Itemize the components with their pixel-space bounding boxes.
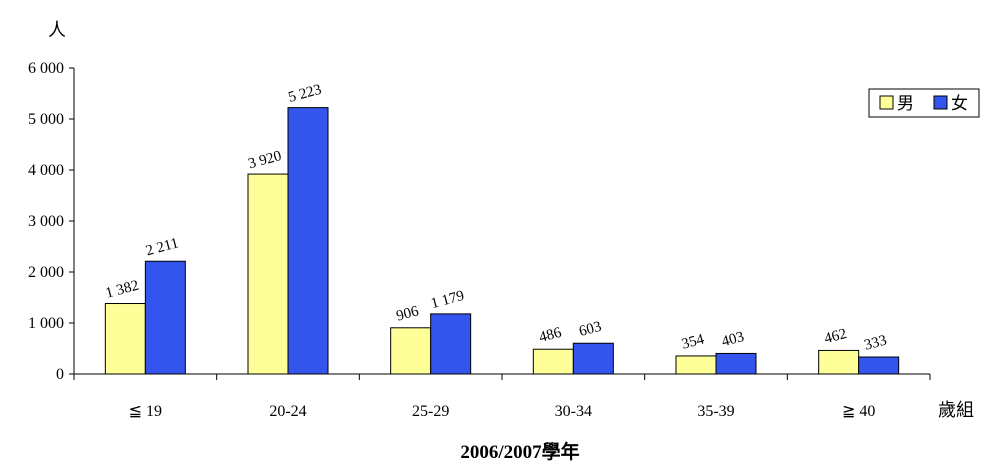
legend-swatch-male (879, 95, 894, 110)
bar-male (675, 355, 717, 375)
data-label: 354 (680, 331, 706, 352)
legend-swatch-female (933, 95, 948, 110)
data-label: 403 (720, 329, 746, 350)
y-tick-label: 5 000 (28, 111, 64, 128)
legend-label-female: 女 (951, 94, 968, 113)
data-label: 462 (823, 326, 849, 347)
x-axis-label: 歲組 (938, 400, 974, 420)
data-label: 486 (537, 325, 563, 346)
data-label: 1 382 (104, 278, 141, 302)
y-tick-label: 0 (56, 366, 64, 383)
data-label: 1 179 (429, 288, 466, 312)
y-axis-unit: 人 (48, 20, 66, 40)
x-tick-label: ≧ 40 (842, 403, 875, 420)
x-tick-label: 20-24 (269, 403, 306, 420)
y-axis-ticks: 0 1 000 2 000 3 000 4 000 5 000 6 000 (28, 60, 74, 383)
bar-female (144, 260, 186, 375)
bar-female (287, 107, 329, 375)
bar-female (858, 356, 900, 375)
chart-title: 2006/2007學年 (460, 440, 579, 463)
data-label: 3 920 (247, 148, 284, 172)
y-tick-label: 6 000 (28, 60, 64, 77)
y-tick-label: 1 000 (28, 315, 64, 332)
bar-female (572, 342, 614, 375)
data-label: 603 (577, 319, 603, 340)
data-label: 906 (395, 303, 421, 324)
y-tick-label: 4 000 (28, 162, 64, 179)
data-label: 5 223 (287, 82, 324, 106)
bar-male (532, 348, 574, 375)
x-tick-label: ≦ 19 (129, 403, 162, 420)
bar-male (390, 327, 432, 375)
y-tick-label: 3 000 (28, 213, 64, 230)
legend: 男 女 (868, 88, 980, 118)
legend-label-male: 男 (897, 94, 914, 113)
bars (104, 107, 900, 375)
y-tick-label: 2 000 (28, 264, 64, 281)
x-tick-label: 35-39 (697, 403, 734, 420)
x-tick-label: 30-34 (555, 403, 592, 420)
data-label: 333 (863, 333, 889, 354)
bar-female (715, 352, 757, 375)
bar-male (104, 303, 146, 375)
data-label: 2 211 (144, 235, 180, 259)
x-tick-label: 25-29 (412, 403, 449, 420)
bar-female (430, 313, 472, 375)
x-axis-ticks: ≦ 19 20-24 25-29 30-34 35-39 ≧ 40 (73, 374, 931, 420)
bar-male (247, 173, 289, 375)
bar-male (818, 349, 860, 375)
